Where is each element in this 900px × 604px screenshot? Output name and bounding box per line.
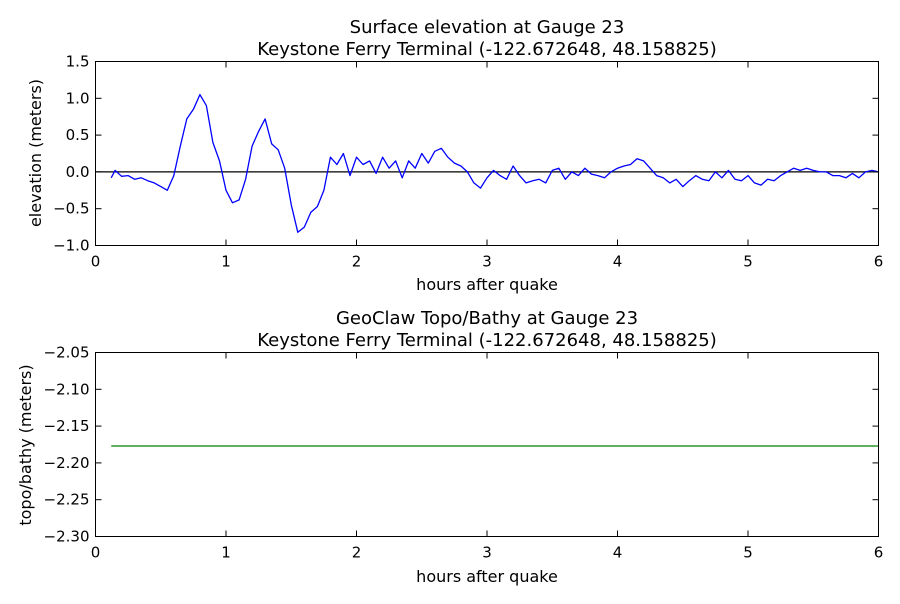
topo-y-axis: −2.30 −2.25 −2.20 −2.15 −2.10 −2.05 — [44, 344, 879, 546]
elevation-y-axis: −1.0 −0.5 0.0 0.5 1.0 1.5 — [53, 53, 879, 255]
elevation-x-axis: 0 1 2 3 4 5 6 — [91, 61, 884, 271]
topo-x-tick-label: 2 — [352, 544, 362, 562]
elevation-subtitle: Keystone Ferry Terminal (-122.672648, 48… — [257, 39, 717, 60]
elevation-x-tick-label: 2 — [352, 253, 362, 271]
elevation-x-tick-label: 1 — [221, 253, 231, 271]
elevation-plot-area — [95, 93, 879, 233]
topo-x-tick-label: 4 — [613, 544, 623, 562]
topo-x-tick-label: 5 — [743, 544, 753, 562]
topo-subtitle: Keystone Ferry Terminal (-122.672648, 48… — [257, 330, 717, 351]
elevation-x-tick-label: 5 — [743, 253, 753, 271]
topo-y-tick-label: −2.05 — [44, 344, 90, 362]
topo-y-tick-label: −2.30 — [44, 528, 90, 546]
topo-x-axis: 0 1 2 3 4 5 6 — [91, 352, 884, 562]
elevation-y-tick-label: −1.0 — [53, 237, 89, 255]
topo-title: GeoClaw Topo/Bathy at Gauge 23 — [336, 308, 638, 329]
elevation-axes-frame — [95, 61, 879, 246]
topo-panel: GeoClaw Topo/Bathy at Gauge 23 Keystone … — [16, 308, 883, 586]
elevation-y-tick-label: 0.0 — [66, 163, 90, 181]
elevation-title: Surface elevation at Gauge 23 — [350, 17, 625, 38]
elevation-x-tick-label: 6 — [874, 253, 884, 271]
topo-x-tick-label: 6 — [874, 544, 884, 562]
elevation-x-axis-label: hours after quake — [416, 275, 558, 294]
elevation-y-tick-label: 1.0 — [66, 89, 90, 107]
elevation-panel: Surface elevation at Gauge 23 Keystone F… — [26, 17, 883, 294]
elevation-y-axis-label: elevation (meters) — [26, 79, 45, 227]
elevation-x-tick-label: 3 — [482, 253, 492, 271]
topo-y-tick-label: −2.25 — [44, 491, 90, 509]
topo-y-tick-label: −2.10 — [44, 380, 90, 398]
topo-x-tick-label: 3 — [482, 544, 492, 562]
elevation-y-tick-label: −0.5 — [53, 200, 89, 218]
topo-y-axis-label: topo/bathy (meters) — [16, 364, 35, 525]
topo-x-axis-label: hours after quake — [416, 567, 558, 586]
topo-x-tick-label: 0 — [91, 544, 101, 562]
topo-y-tick-label: −2.15 — [44, 417, 90, 435]
elevation-x-tick-label: 4 — [613, 253, 623, 271]
elevation-x-tick-label: 0 — [91, 253, 101, 271]
topo-axes-frame — [95, 352, 879, 537]
topo-y-tick-label: −2.20 — [44, 454, 90, 472]
elevation-y-tick-label: 0.5 — [66, 126, 90, 144]
topo-x-tick-label: 1 — [221, 544, 231, 562]
elevation-y-tick-label: 1.5 — [66, 53, 90, 71]
elevation-series-line-0 — [110, 93, 879, 233]
